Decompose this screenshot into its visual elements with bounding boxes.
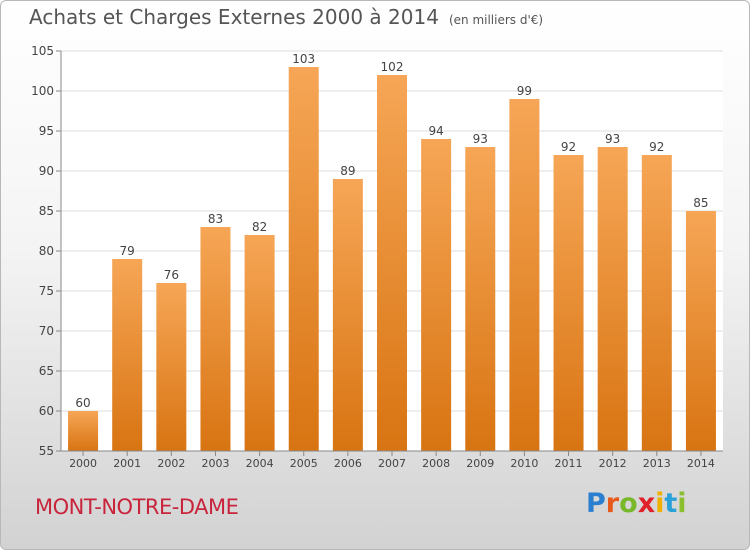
x-tick-label: 2011 bbox=[555, 457, 583, 470]
value-label: 89 bbox=[340, 164, 355, 178]
value-label: 82 bbox=[252, 220, 267, 234]
y-tick-label: 75 bbox=[39, 284, 54, 298]
proxiti-logo: Proxiti bbox=[586, 488, 687, 519]
bars bbox=[68, 67, 716, 451]
x-tick-label: 2000 bbox=[69, 457, 97, 470]
y-tick-label: 95 bbox=[39, 124, 54, 138]
bar-2005 bbox=[288, 67, 319, 451]
labels: 55 60 65 70 75 80 85 90 95 100 105 60 2000 79 2001 76 20… bbox=[31, 44, 715, 470]
x-tick-label: 2010 bbox=[510, 457, 538, 470]
value-label: 103 bbox=[292, 52, 315, 66]
value-label: 92 bbox=[561, 140, 576, 154]
logo-letter: i bbox=[655, 488, 665, 519]
bar-2010 bbox=[509, 99, 540, 451]
x-tick-label: 2004 bbox=[246, 457, 274, 470]
logo-letter: i bbox=[677, 488, 687, 519]
logo-letter: P bbox=[586, 488, 606, 519]
value-label: 93 bbox=[605, 132, 620, 146]
value-label: 94 bbox=[428, 124, 443, 138]
bar-2014 bbox=[685, 211, 716, 451]
bar-2013 bbox=[641, 155, 672, 451]
y-tick-label: 70 bbox=[39, 324, 54, 338]
y-tick-label: 60 bbox=[39, 404, 54, 418]
x-tick-label: 2014 bbox=[687, 457, 715, 470]
y-tick-label: 80 bbox=[39, 244, 54, 258]
value-label: 85 bbox=[693, 196, 708, 210]
logo-letter: t bbox=[664, 488, 678, 519]
y-tick-label: 65 bbox=[39, 364, 54, 378]
bar-2003 bbox=[200, 227, 231, 451]
value-label: 79 bbox=[120, 244, 135, 258]
x-tick-label: 2005 bbox=[290, 457, 318, 470]
value-label: 76 bbox=[164, 268, 179, 282]
bar-2000 bbox=[68, 411, 99, 451]
value-label: 83 bbox=[208, 212, 223, 226]
bar-2008 bbox=[421, 139, 452, 451]
bar-2012 bbox=[597, 147, 628, 451]
y-tick-label: 55 bbox=[39, 444, 54, 458]
axes bbox=[56, 50, 723, 456]
y-tick-label: 90 bbox=[39, 164, 54, 178]
x-tick-label: 2002 bbox=[157, 457, 185, 470]
logo-letter: x bbox=[637, 488, 656, 519]
bar-2007 bbox=[377, 75, 407, 451]
y-tick-label: 85 bbox=[39, 204, 54, 218]
x-tick-label: 2006 bbox=[334, 457, 362, 470]
title-row: Achats et Charges Externes 2000 à 2014 (e… bbox=[29, 5, 543, 29]
bar-2011 bbox=[553, 155, 584, 451]
bar-2009 bbox=[465, 147, 496, 451]
chart-subtitle: (en milliers d'€) bbox=[448, 13, 544, 27]
logo-letter: o bbox=[619, 488, 638, 519]
chart-title: Achats et Charges Externes 2000 à 2014 bbox=[29, 5, 439, 29]
x-tick-label: 2003 bbox=[201, 457, 229, 470]
value-label: 60 bbox=[75, 396, 90, 410]
x-tick-label: 2008 bbox=[422, 457, 450, 470]
y-tick-label: 105 bbox=[31, 44, 54, 58]
value-label: 93 bbox=[473, 132, 488, 146]
value-label: 92 bbox=[649, 140, 664, 154]
bar-2001 bbox=[112, 259, 143, 451]
value-label: 99 bbox=[517, 84, 532, 98]
bar-2002 bbox=[156, 283, 187, 451]
bar-2004 bbox=[244, 235, 275, 451]
x-tick-label: 2013 bbox=[643, 457, 671, 470]
x-tick-label: 2009 bbox=[466, 457, 494, 470]
x-tick-label: 2007 bbox=[378, 457, 406, 470]
value-label: 102 bbox=[381, 60, 404, 74]
bar-2006 bbox=[332, 179, 363, 451]
x-tick-label: 2001 bbox=[113, 457, 141, 470]
x-tick-label: 2012 bbox=[599, 457, 627, 470]
place-name: MONT-NOTRE-DAME bbox=[35, 495, 239, 519]
logo-letter: r bbox=[605, 488, 620, 519]
y-tick-label: 100 bbox=[31, 84, 54, 98]
